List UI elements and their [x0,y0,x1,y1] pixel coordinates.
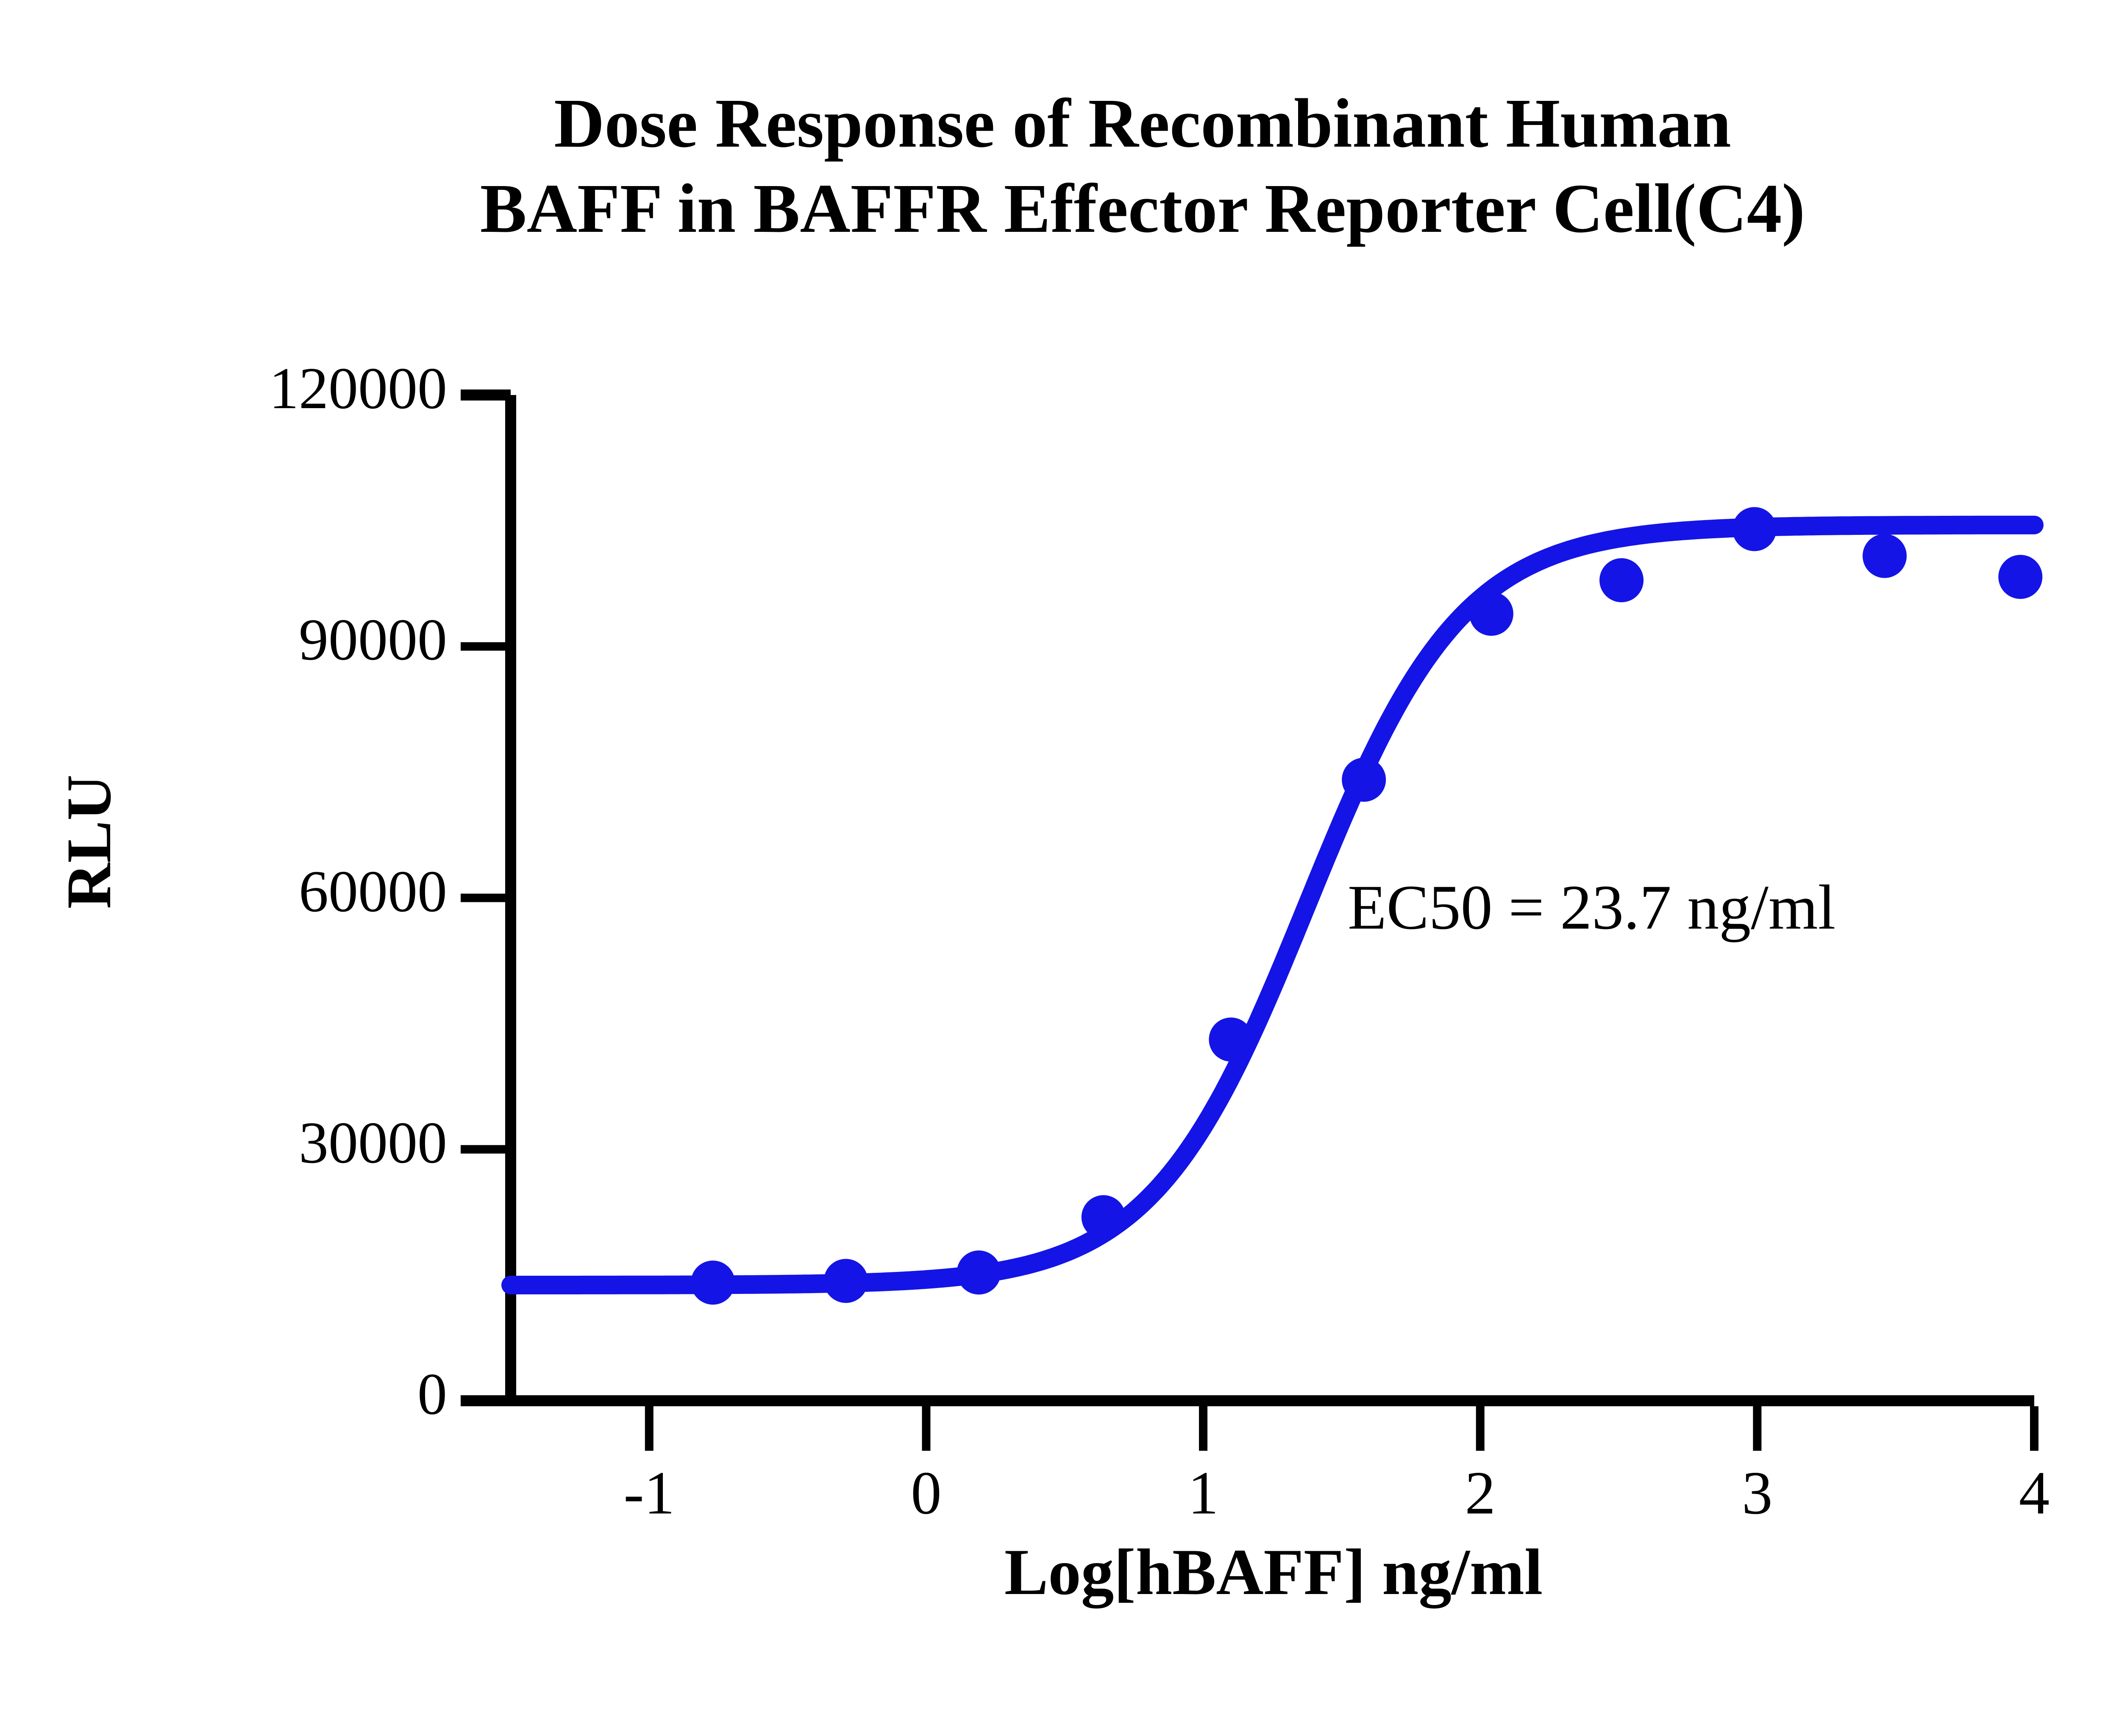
y-tick-label: 90000 [299,607,447,673]
fit-curve-path [501,515,2044,1294]
x-tick-label: -1 [623,1459,675,1527]
x-tick-label: 1 [1187,1459,1219,1527]
x-tick-label: 3 [1742,1459,1773,1527]
x-tick-label: 0 [911,1459,942,1527]
x-tick-label: 4 [2019,1459,2050,1527]
data-point-marker [691,1260,735,1305]
data-point-marker [1599,558,1644,602]
data-point-marker [823,1259,868,1303]
fit-curve [501,515,2044,1294]
data-point-marker [1209,1017,1253,1062]
axes [461,389,2038,1451]
chart-title: Dose Response of Recombinant Human BAFF … [480,84,1805,248]
x-axis-label: Log[hBAFF] ng/ml [1004,1536,1543,1608]
x-tick-label: 2 [1465,1459,1496,1527]
data-point-marker [957,1250,1001,1295]
data-point-marker [1732,507,1777,551]
data-point-marker [1342,757,1386,802]
y-tick-label: 30000 [299,1110,447,1176]
data-point-marker [1863,534,1907,578]
data-points [691,507,2043,1305]
y-tick-label: 0 [417,1361,447,1427]
y-tick-label: 120000 [269,356,447,421]
y-tick-label: 60000 [299,858,447,924]
data-point-marker [1469,592,1513,636]
data-point-marker [1998,555,2043,599]
ec50-annotation: EC50 = 23.7 ng/ml [1348,872,1836,943]
data-point-marker [1081,1195,1126,1239]
